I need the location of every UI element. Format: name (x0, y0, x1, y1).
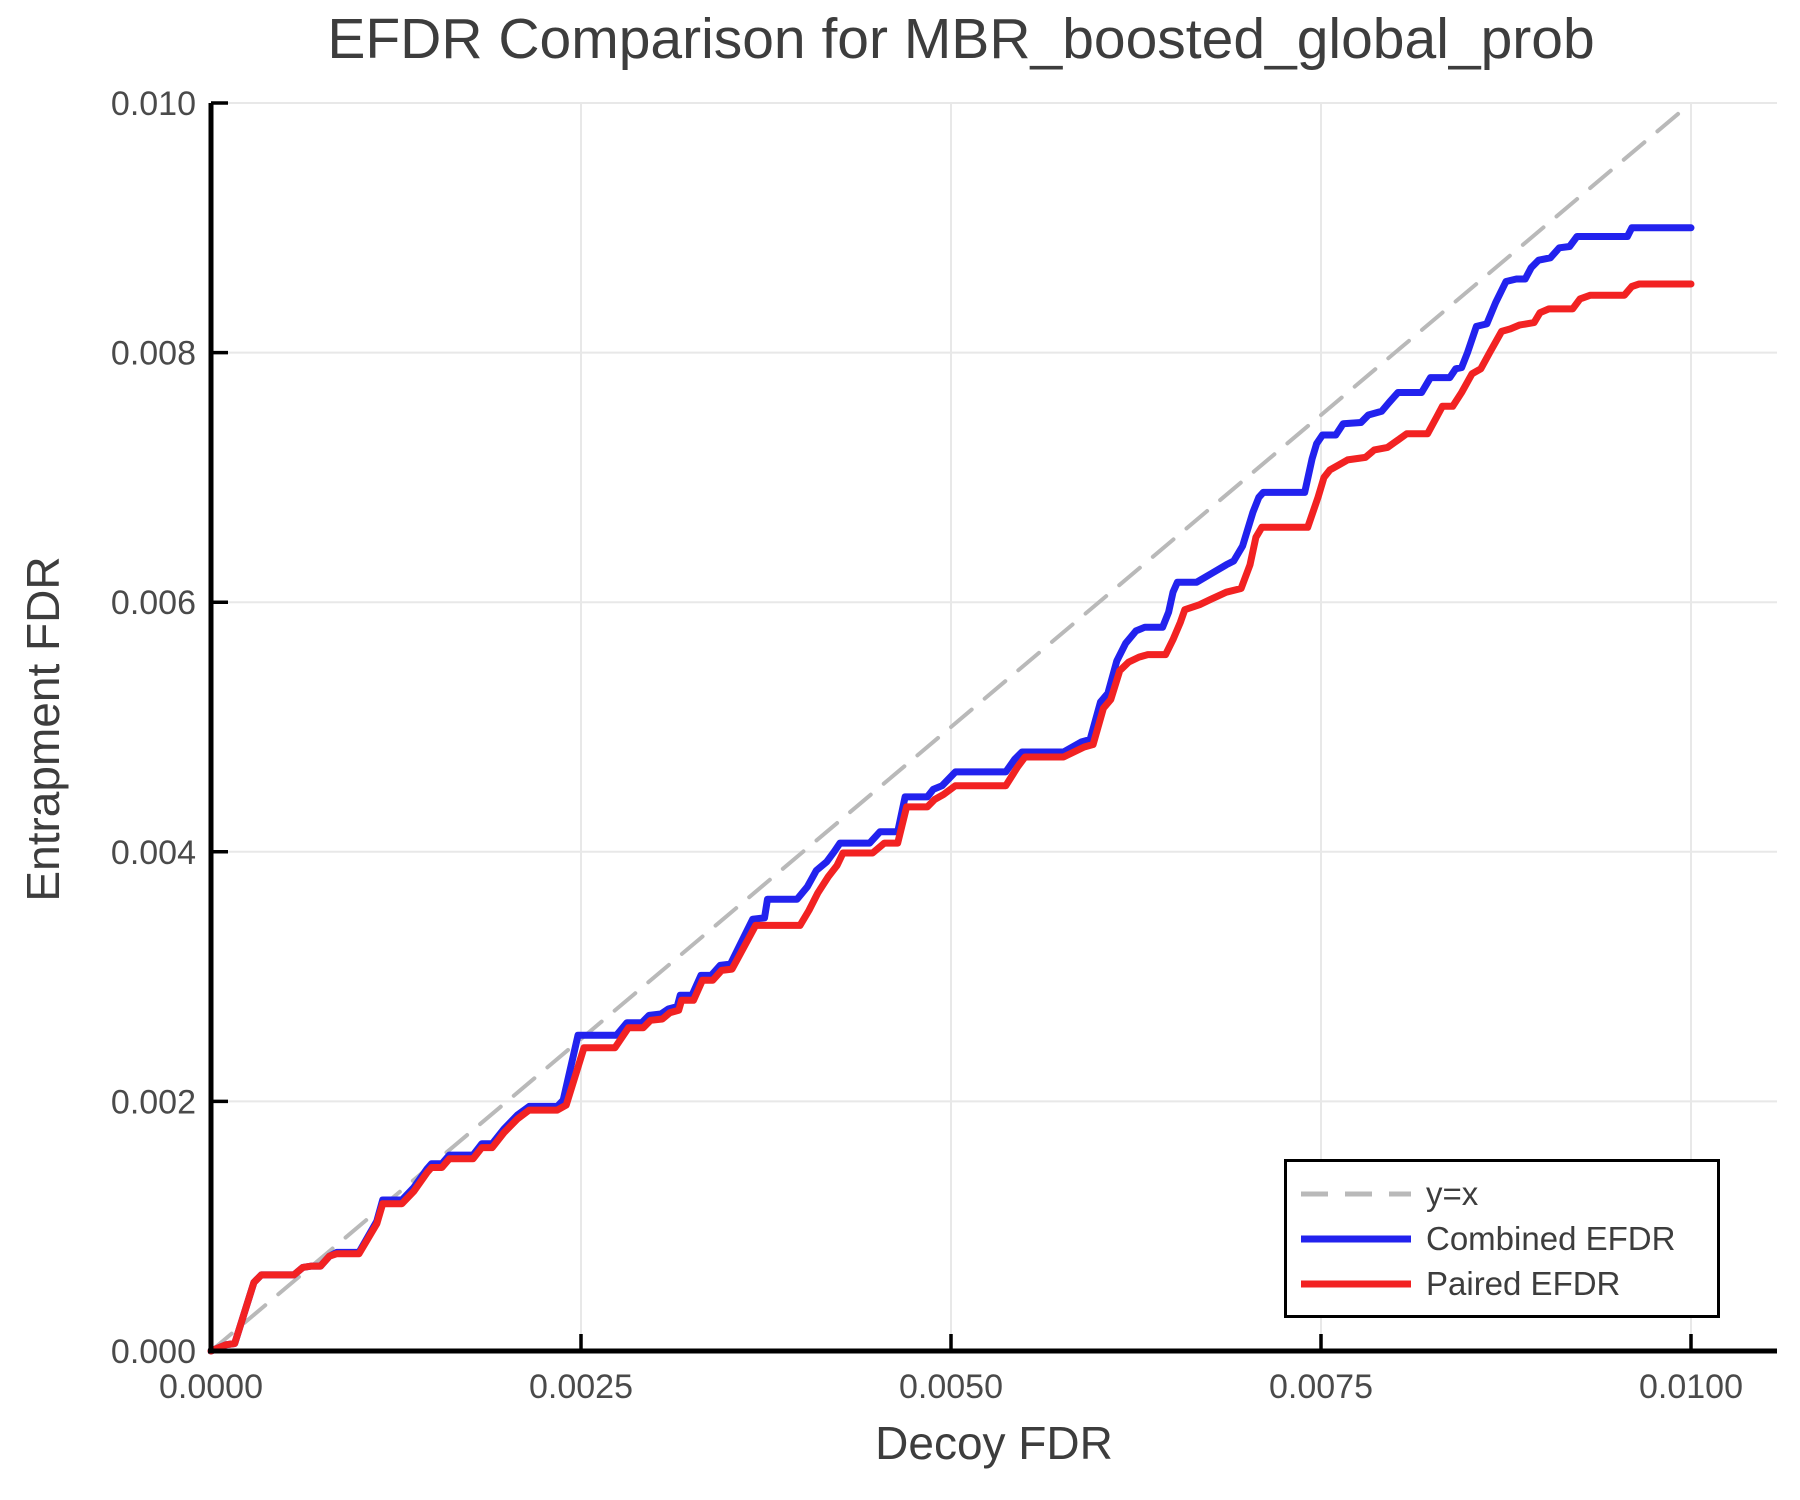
legend-item-paired-efdr: Paired EFDR (1287, 1264, 1717, 1303)
paired-efdr-line-sample (1301, 1280, 1411, 1288)
y-tick-label: 0.002 (111, 1083, 196, 1121)
chart-title: EFDR Comparison for MBR_boosted_global_p… (327, 7, 1595, 71)
legend-label-identity: y=x (1426, 1175, 1479, 1212)
legend-item-combined-efdr: Combined EFDR (1287, 1219, 1717, 1258)
y-tick-label: 0.004 (111, 834, 196, 872)
x-tick-label: 0.0025 (529, 1368, 633, 1406)
legend-item-identity: y=x (1287, 1174, 1717, 1213)
y-tick-label: 0.008 (111, 335, 196, 373)
x-tick-label: 0.0000 (159, 1368, 263, 1406)
paired-efdr-line (207, 280, 1695, 1355)
x-tick-label: 0.0100 (1639, 1368, 1743, 1406)
x-tick-label: 0.0050 (899, 1368, 1003, 1406)
y-tick-label: 0.006 (111, 584, 196, 622)
y-tick-label: 0.000 (111, 1333, 196, 1371)
legend: y=x Combined EFDR Paired EFDR (1284, 1159, 1720, 1318)
legend-label-paired-efdr: Paired EFDR (1426, 1265, 1621, 1302)
combined-efdr-line (207, 224, 1695, 1355)
combined-efdr-line-sample (1301, 1235, 1411, 1243)
x-tick-label: 0.0075 (1269, 1368, 1373, 1406)
y-axis-title: Entrapment FDR (17, 556, 69, 902)
identity-line-sample (1301, 1190, 1411, 1198)
identity-line (209, 101, 1693, 1353)
legend-label-combined-efdr: Combined EFDR (1426, 1220, 1676, 1257)
y-tick-label: 0.010 (111, 85, 196, 123)
x-axis-title: Decoy FDR (875, 1417, 1113, 1469)
